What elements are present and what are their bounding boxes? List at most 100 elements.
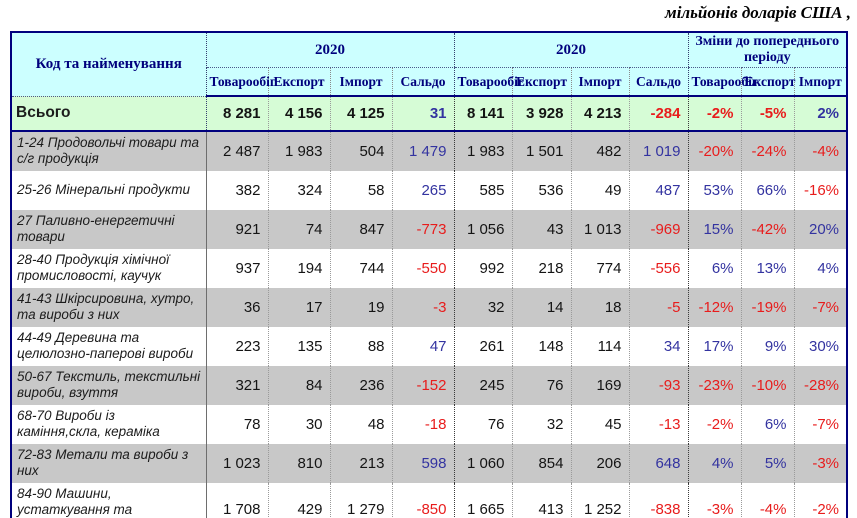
value-cell: 45 bbox=[570, 404, 629, 444]
value-cell: 88 bbox=[329, 326, 392, 366]
row-label: 27 Паливно-енергетичні товари bbox=[11, 209, 207, 249]
table-header: Код та найменування 2020 2020 Зміни до п… bbox=[11, 32, 848, 97]
value-cell: 265 bbox=[391, 170, 454, 210]
value-cell: -28% bbox=[793, 365, 848, 405]
value-cell: 34 bbox=[628, 326, 688, 366]
value-cell: 1 479 bbox=[391, 130, 454, 171]
value-cell: -18 bbox=[391, 404, 454, 444]
row-label: 1-24 Продовольчі товари та с/г продукція bbox=[11, 130, 207, 171]
value-cell: 1 279 bbox=[329, 482, 392, 518]
value-cell: 429 bbox=[267, 482, 330, 518]
row-label: 44-49 Деревина та целюлозно-паперові вир… bbox=[11, 326, 207, 366]
value-cell: 148 bbox=[511, 326, 571, 366]
value-cell: -3% bbox=[793, 443, 848, 483]
value-cell: 31 bbox=[391, 96, 454, 132]
table-row: 25-26 Мінеральні продукти 382 324 58 265 585 5… bbox=[11, 170, 848, 210]
value-cell: 1 983 bbox=[453, 130, 512, 171]
value-cell: -838 bbox=[628, 482, 688, 518]
table-row: 44-49 Деревина та целюлозно-паперові вир… bbox=[11, 326, 848, 366]
col-header-import-change: Імпорт bbox=[793, 67, 848, 97]
value-cell: 84 bbox=[267, 365, 330, 405]
value-cell: 4 156 bbox=[267, 96, 330, 132]
table-row: 1-24 Продовольчі товари та с/г продукція… bbox=[11, 130, 848, 171]
value-cell: 213 bbox=[329, 443, 392, 483]
table-row: 28-40 Продукція хімічної промисловості, … bbox=[11, 248, 848, 288]
col-header-turnover-change: Товарообіг bbox=[687, 67, 758, 97]
value-cell: 194 bbox=[267, 248, 330, 288]
table-row: 41-43 Шкірсировина, хутро, та вироби з н… bbox=[11, 287, 848, 327]
table-row: 72-83 Метали та вироби з них 1 023 810 213 5… bbox=[11, 443, 848, 483]
column-header-code-name: Код та найменування bbox=[11, 32, 207, 97]
value-cell: 17 bbox=[267, 287, 330, 327]
value-cell: 847 bbox=[329, 209, 392, 249]
value-cell: 4 125 bbox=[329, 96, 392, 132]
col-header-import-2: Імпорт bbox=[570, 67, 629, 97]
value-cell: 32 bbox=[511, 404, 571, 444]
row-label: Всього bbox=[11, 96, 207, 132]
value-cell: 1 056 bbox=[453, 209, 512, 249]
value-cell: -13 bbox=[628, 404, 688, 444]
value-cell: 15% bbox=[687, 209, 741, 249]
page-title: мільйонів доларів США , bbox=[665, 3, 851, 22]
value-cell: -7% bbox=[793, 404, 848, 444]
group-header-changes: Зміни до попереднього періоду bbox=[687, 32, 848, 68]
value-cell: 32 bbox=[453, 287, 512, 327]
table-row: 50-67 Текстиль, текстильні вироби, взутт… bbox=[11, 365, 848, 405]
value-cell: 53% bbox=[687, 170, 741, 210]
value-cell: 74 bbox=[267, 209, 330, 249]
value-cell: 6% bbox=[740, 404, 794, 444]
value-cell: 774 bbox=[570, 248, 629, 288]
value-cell: -3 bbox=[391, 287, 454, 327]
value-cell: 135 bbox=[267, 326, 330, 366]
value-cell: 30 bbox=[267, 404, 330, 444]
col-header-export-change: Експорт bbox=[740, 67, 795, 97]
value-cell: -284 bbox=[628, 96, 688, 132]
row-label: 72-83 Метали та вироби з них bbox=[11, 443, 207, 483]
value-cell: 78 bbox=[206, 404, 268, 444]
table-body: Всього 8 281 4 156 4 125 31 8 141 3 928 4 213 -2… bbox=[11, 96, 848, 518]
value-cell: 8 281 bbox=[206, 96, 268, 132]
value-cell: -42% bbox=[740, 209, 794, 249]
value-cell: 1 708 bbox=[206, 482, 268, 518]
col-header-turnover-2: Товарообіг bbox=[453, 67, 524, 97]
value-cell: 114 bbox=[570, 326, 629, 366]
value-cell: -556 bbox=[628, 248, 688, 288]
value-cell: 4% bbox=[793, 248, 848, 288]
value-cell: 17% bbox=[687, 326, 741, 366]
value-cell: 5% bbox=[740, 443, 794, 483]
value-cell: 36 bbox=[206, 287, 268, 327]
col-header-saldo-2: Сальдо bbox=[628, 67, 688, 97]
value-cell: -152 bbox=[391, 365, 454, 405]
value-cell: -20% bbox=[687, 130, 741, 171]
value-cell: 744 bbox=[329, 248, 392, 288]
value-cell: 13% bbox=[740, 248, 794, 288]
value-cell: 6% bbox=[687, 248, 741, 288]
value-cell: 921 bbox=[206, 209, 268, 249]
value-cell: 19 bbox=[329, 287, 392, 327]
value-cell: 810 bbox=[267, 443, 330, 483]
value-cell: 66% bbox=[740, 170, 794, 210]
value-cell: -850 bbox=[391, 482, 454, 518]
col-header-export-2: Експорт bbox=[511, 67, 571, 97]
table-row: 84-90 Машини, устаткування та транспорт1… bbox=[11, 482, 848, 518]
value-cell: 30% bbox=[793, 326, 848, 366]
trade-table: Код та найменування 2020 2020 Зміни до п… bbox=[10, 31, 849, 518]
col-header-export-1: Експорт bbox=[267, 67, 330, 97]
row-label: 41-43 Шкірсировина, хутро, та вироби з н… bbox=[11, 287, 207, 327]
value-cell: 58 bbox=[329, 170, 392, 210]
value-cell: 1 019 bbox=[628, 130, 688, 171]
value-cell: 9% bbox=[740, 326, 794, 366]
group-header-2020-previous: 2020 bbox=[453, 32, 688, 68]
value-cell: 482 bbox=[570, 130, 629, 171]
value-cell: 382 bbox=[206, 170, 268, 210]
value-cell: 321 bbox=[206, 365, 268, 405]
value-cell: -969 bbox=[628, 209, 688, 249]
value-cell: 76 bbox=[511, 365, 571, 405]
subheader-row: Товарообіг Експорт Імпорт Сальдо Товароо… bbox=[11, 67, 848, 97]
value-cell: 48 bbox=[329, 404, 392, 444]
value-cell: 648 bbox=[628, 443, 688, 483]
value-cell: 218 bbox=[511, 248, 571, 288]
value-cell: 76 bbox=[453, 404, 512, 444]
value-cell: 1 060 bbox=[453, 443, 512, 483]
